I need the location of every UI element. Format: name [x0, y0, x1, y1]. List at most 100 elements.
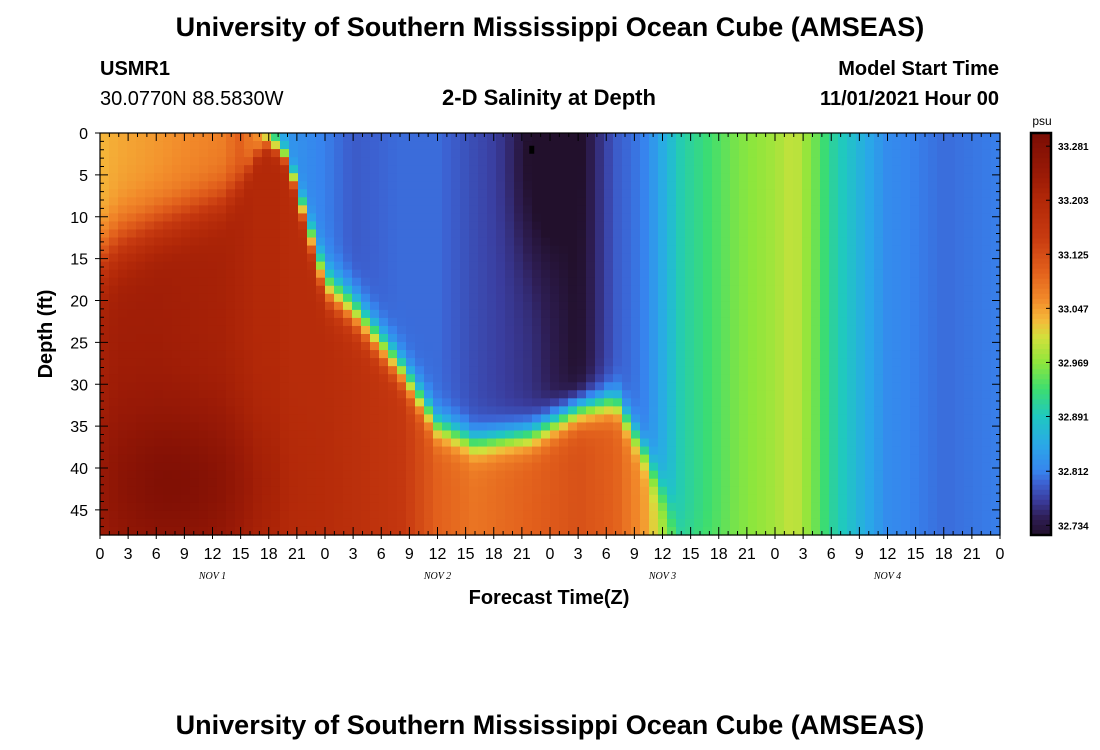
heatmap-cell [235, 213, 245, 223]
heatmap-cell [793, 390, 803, 399]
heatmap-cell [406, 245, 416, 255]
heatmap-cell [505, 374, 515, 383]
heatmap-cell [253, 414, 263, 424]
heatmap-cell [406, 285, 416, 295]
heatmap-cell [955, 173, 965, 182]
heatmap-cell [415, 205, 425, 214]
heatmap-cell [406, 253, 416, 263]
heatmap-cell [190, 526, 200, 536]
heatmap-cell [271, 382, 281, 391]
heatmap-cell [433, 430, 443, 440]
heatmap-cell [532, 342, 542, 351]
heatmap-cell [730, 213, 740, 223]
heatmap-cell [685, 390, 695, 399]
heatmap-cell [766, 285, 776, 295]
heatmap-cell [676, 510, 686, 520]
heatmap-cell [307, 422, 317, 432]
heatmap-cell [865, 173, 875, 182]
heatmap-cell [649, 438, 659, 448]
heatmap-cell [181, 390, 191, 399]
heatmap-cell [928, 173, 938, 182]
heatmap-cell [595, 438, 605, 448]
heatmap-cell [496, 502, 506, 512]
heatmap-cell [406, 502, 416, 512]
heatmap-cell [145, 269, 155, 279]
heatmap-cell [739, 245, 749, 255]
heatmap-cell [289, 494, 299, 504]
heatmap-cell [442, 325, 452, 335]
heatmap-cell [532, 221, 542, 231]
heatmap-cell [370, 382, 380, 391]
heatmap-cell [235, 141, 245, 150]
heatmap-cell [316, 390, 326, 399]
heatmap-cell [631, 301, 641, 311]
heatmap-cell [487, 221, 497, 231]
heatmap-cell [208, 494, 218, 504]
heatmap-cell [451, 342, 461, 351]
heatmap-cell [694, 149, 704, 158]
heatmap-cell [289, 253, 299, 263]
heatmap-cell [613, 422, 623, 432]
heatmap-cell [937, 358, 947, 367]
heatmap-cell [541, 133, 551, 142]
heatmap-cell [244, 213, 254, 223]
heatmap-cell [667, 165, 677, 174]
heatmap-cell [136, 141, 146, 150]
heatmap-cell [190, 205, 200, 214]
heatmap-cell [235, 350, 245, 359]
heatmap-cell [550, 221, 560, 231]
heatmap-cell [847, 285, 857, 295]
heatmap-cell [622, 317, 632, 327]
heatmap-cell [883, 502, 893, 512]
heatmap-cell [352, 382, 362, 391]
heatmap-cell [271, 197, 281, 206]
heatmap-cell [280, 213, 290, 223]
heatmap-cell [541, 350, 551, 359]
heatmap-cell [397, 293, 407, 303]
heatmap-cell [235, 181, 245, 190]
heatmap-cell [946, 173, 956, 182]
heatmap-cell [775, 446, 785, 456]
heatmap-cell [118, 446, 128, 456]
heatmap-cell [685, 325, 695, 335]
heatmap-cell [109, 518, 119, 528]
heatmap-cell [523, 317, 533, 327]
heatmap-cell [397, 486, 407, 496]
heatmap-cell [343, 269, 353, 279]
heatmap-cell [838, 325, 848, 335]
heatmap-cell [100, 414, 110, 424]
heatmap-cell [829, 502, 839, 512]
heatmap-cell [694, 261, 704, 271]
heatmap-cell [757, 526, 767, 536]
heatmap-cell [388, 470, 398, 480]
heatmap-cell [802, 494, 812, 504]
heatmap-cell [406, 301, 416, 311]
heatmap-cell [190, 165, 200, 174]
heatmap-cell [694, 285, 704, 295]
heatmap-cell [568, 518, 578, 528]
heatmap-cell [379, 486, 389, 496]
heatmap-cell [901, 189, 911, 198]
heatmap-cell [352, 526, 362, 536]
heatmap-cell [739, 189, 749, 198]
heatmap-cell [631, 157, 641, 166]
heatmap-cell [640, 301, 650, 311]
heatmap-cell [199, 382, 209, 391]
heatmap-cell [676, 293, 686, 303]
heatmap-cell [847, 510, 857, 520]
heatmap-cell [829, 181, 839, 190]
salinity-heatmap [100, 133, 1001, 536]
heatmap-cell [550, 430, 560, 440]
heatmap-cell [280, 510, 290, 520]
heatmap-cell [487, 157, 497, 166]
heatmap-cell [883, 494, 893, 504]
heatmap-cell [235, 422, 245, 432]
heatmap-cell [595, 486, 605, 496]
heatmap-cell [244, 398, 254, 407]
heatmap-cell [820, 237, 830, 247]
heatmap-cell [496, 253, 506, 263]
heatmap-cell [208, 189, 218, 198]
heatmap-cell [253, 181, 263, 190]
heatmap-cell [145, 430, 155, 440]
heatmap-cell [577, 494, 587, 504]
